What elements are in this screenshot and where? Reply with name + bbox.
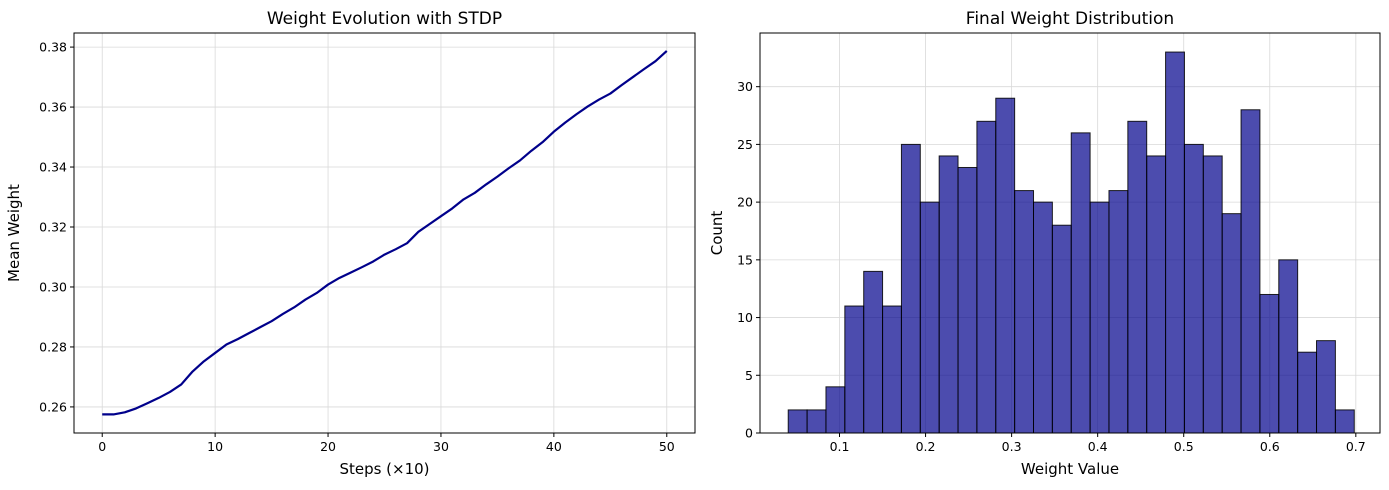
histogram-bar — [938, 155, 959, 434]
line-chart-weight-evolution: 0 10 20 30 40 500.260.280.300.320.340.360.38 … — [5, 9, 696, 478]
histogram-bar — [806, 409, 827, 434]
histogram-bar — [1240, 109, 1261, 434]
histogram-bar — [787, 409, 808, 434]
y-tick-label: 30 — [737, 79, 753, 94]
x-tick-label: 0.6 — [1260, 439, 1280, 454]
x-tick-label: 0.2 — [916, 439, 936, 454]
chart-title: Weight Evolution with STDP — [267, 9, 502, 29]
histogram-bar — [825, 386, 846, 434]
y-tick-label: 0.28 — [39, 339, 67, 354]
x-axis-label: Steps (×10) — [339, 460, 429, 478]
histogram-final-weight-distribution: 0.1 0.2 0.3 0.4 0.5 0.6 0.7 0 5 10 15 20 25 30 Final … — [708, 9, 1381, 478]
plot-area — [102, 50, 668, 416]
y-tick-label: 10 — [737, 310, 753, 325]
histogram-bar — [1146, 155, 1167, 434]
histogram-bar — [1316, 340, 1336, 434]
y-tick-label: 0 — [745, 426, 753, 441]
y-tick-label: 5 — [745, 368, 753, 383]
y-tick-label: 0.32 — [39, 220, 67, 235]
x-tick-label: 0.4 — [1088, 439, 1108, 454]
chart-title: Final Weight Distribution — [966, 9, 1174, 29]
y-tick-label: 25 — [737, 137, 753, 152]
axis-ticks: 0 10 20 30 40 50 0.26 0.28 0.30 0.32 0.34 0.36 0.38 — [39, 40, 675, 454]
histogram-bar — [1221, 213, 1242, 434]
histogram-bar — [900, 143, 921, 434]
series-line-mean-weight — [102, 50, 668, 416]
histogram-bar — [995, 97, 1016, 434]
axis-ticks: 0.1 0.2 0.3 0.4 0.5 0.6 0.7 0 5 10 15 20 25 30 — [737, 79, 1366, 454]
x-tick-label: 0 — [98, 439, 106, 454]
histogram-bar — [1165, 51, 1185, 434]
y-tick-label: 0.38 — [39, 40, 67, 55]
y-axis-label: Count — [708, 211, 726, 256]
y-tick-label: 20 — [737, 195, 753, 210]
histogram-bar — [1334, 409, 1355, 434]
histogram-bar — [1108, 190, 1129, 434]
histogram-bar — [1014, 190, 1035, 434]
x-tick-label: 40 — [546, 439, 562, 454]
y-tick-label: 0.34 — [39, 160, 67, 175]
x-tick-label: 50 — [659, 439, 675, 454]
grid — [74, 33, 695, 433]
x-tick-label: 30 — [433, 439, 449, 454]
histogram-bar — [919, 201, 940, 434]
x-axis-label: Weight Value — [1021, 460, 1119, 478]
histogram-bar — [1297, 351, 1318, 434]
histogram-bar — [957, 166, 978, 434]
x-tick-label: 0.5 — [1174, 439, 1194, 454]
histogram-bar — [1033, 201, 1053, 434]
x-tick-label: 0.7 — [1346, 439, 1366, 454]
plot-area — [787, 51, 1355, 434]
histogram-bar — [1127, 120, 1148, 434]
histogram-bar — [1089, 201, 1110, 434]
histogram-bar — [1051, 224, 1072, 434]
y-axis-label: Mean Weight — [5, 184, 23, 282]
y-tick-label: 0.30 — [39, 279, 67, 294]
y-tick-label: 15 — [737, 252, 753, 267]
histogram-bar — [844, 305, 865, 434]
x-tick-label: 0.1 — [830, 439, 850, 454]
histogram-bar — [1183, 143, 1204, 434]
axes-frame — [73, 32, 696, 434]
histogram-bar — [1259, 293, 1280, 434]
histogram-bar — [976, 120, 997, 434]
histogram-bar — [1278, 259, 1299, 434]
x-tick-label: 10 — [207, 439, 223, 454]
x-tick-label: 0.3 — [1002, 439, 1022, 454]
axes-frame — [759, 32, 1381, 434]
histogram-bar — [1070, 132, 1091, 434]
histogram-bar — [882, 305, 902, 434]
histogram-bar — [1202, 155, 1223, 434]
histogram-bar — [863, 270, 884, 434]
y-tick-label: 0.26 — [39, 399, 67, 414]
x-tick-label: 20 — [320, 439, 336, 454]
y-tick-label: 0.36 — [39, 100, 67, 115]
